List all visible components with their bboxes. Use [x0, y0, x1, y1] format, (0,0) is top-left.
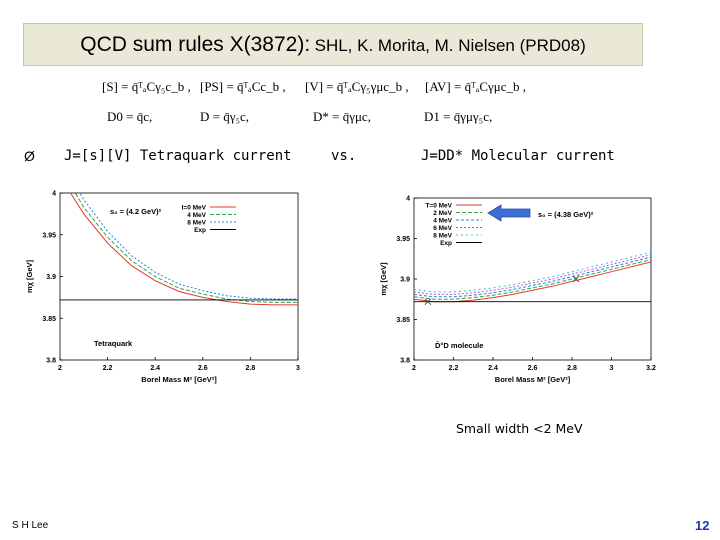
y-tick-label: 4	[52, 191, 56, 198]
x-tick-label: 2.8	[567, 365, 577, 372]
slide-title: QCD sum rules X(3872): SHL, K. Morita, M…	[24, 33, 642, 57]
series-group	[414, 251, 651, 303]
title-citation: SHL, K. Morita, M. Nielsen (PRD08)	[314, 36, 586, 55]
formula-av: [AV] = q̄ᵀₐCγμc_b ,	[425, 79, 527, 94]
legend-label: 2 MeV	[433, 210, 452, 217]
y-tick-label: 3.8	[400, 358, 410, 365]
series-line-0	[69, 193, 298, 306]
legend-label: 4 MeV	[433, 218, 452, 225]
series-group	[60, 193, 298, 306]
author-footer: S H Lee	[12, 520, 49, 531]
formula-d: D = q̄γ₅c,	[200, 109, 250, 124]
y-tick-label: 3.95	[396, 236, 410, 243]
plot-frame	[59, 192, 299, 361]
legend-label: 8 MeV	[433, 233, 452, 240]
molecule-mass-chart: 2 2.2 2.4 2.6 2.8 3 3.2 3.8 3.85 3.9 3.95 4 Borel Ma…	[379, 196, 656, 385]
width-note: Small width <2 MeV	[456, 421, 583, 436]
series-line-3	[414, 254, 651, 295]
formula-d0: D0 = q̄c,	[107, 109, 153, 124]
x-tick-label: 2.2	[449, 365, 459, 372]
x-tick-label: 2.4	[150, 365, 160, 372]
series-line-1	[74, 193, 298, 303]
formula-ps: [PS] = q̄ᵀₐCc_b ,	[200, 79, 286, 94]
series-line-4	[414, 251, 651, 293]
formula-d1: D1 = q̄γμγ₅c,	[424, 109, 493, 124]
series-line-2	[414, 256, 651, 298]
x-tick-label: 2.6	[528, 365, 538, 372]
formula-s: [S] = q̄ᵀₐCγ₅c_b ,	[102, 79, 191, 94]
x-tick-label: 3.2	[646, 365, 656, 372]
title-banner: QCD sum rules X(3872): SHL, K. Morita, M…	[23, 23, 643, 66]
x-tick-label: 2.6	[198, 365, 208, 372]
curve-type-label: D̄°D molecule	[435, 341, 483, 350]
y-tick-label: 3.85	[396, 317, 410, 324]
y-tick-label: 4	[406, 196, 410, 203]
sum-rule-threshold: s₀ = (4.2 GeV)²	[110, 207, 162, 216]
y-axis-label: mχ [GeV]	[25, 259, 34, 293]
x-tick-label: 2.2	[103, 365, 113, 372]
y-axis-label: mχ [GeV]	[379, 262, 388, 296]
y-tick-label: 3.8	[46, 358, 56, 365]
y-tick-label: 3.9	[400, 277, 410, 284]
curve-type-label: Tetraquark	[94, 339, 133, 348]
x-tick-label: 2	[58, 365, 62, 372]
sum-rule-threshold: s₀ = (4.38 GeV)²	[538, 210, 594, 219]
x-tick-label: 3	[610, 365, 614, 372]
x-tick-label: 2	[412, 365, 416, 372]
versus-label: vs.	[331, 148, 357, 164]
molecular-current-label: J=DD* Molecular current	[421, 148, 615, 164]
y-tick-label: 3.85	[42, 316, 56, 323]
x-tick-label: 2.4	[488, 365, 498, 372]
series-line-1	[414, 259, 651, 300]
x-axis-label: Borel Mass M² [GeV²]	[141, 375, 217, 384]
legend-label: 4 MeV	[187, 212, 206, 219]
x-tick-label: 3	[296, 365, 300, 372]
left-arrow-icon	[487, 204, 531, 222]
cross-marker	[572, 275, 580, 283]
legend-label: 6 MeV	[433, 225, 452, 232]
series-line-2	[79, 193, 298, 300]
tetraquark-current-label: J=[s][V] Tetraquark current	[64, 148, 292, 164]
formula-v: [V] = q̄ᵀₐCγ₅γμc_b ,	[305, 79, 409, 94]
page-number: 12	[695, 518, 710, 533]
y-tick-label: 3.95	[42, 232, 56, 239]
legend-label: Exp	[194, 227, 206, 234]
legend-label: I=0 MeV	[182, 205, 207, 212]
title-main: QCD sum rules X(3872):	[80, 33, 311, 56]
tetraquark-mass-chart: 2 2.2 2.4 2.6 2.8 3 3.8 3.85 3.9 3.95 4 Borel Mass …	[25, 191, 300, 385]
legend-label: T=0 MeV	[425, 203, 452, 210]
legend-label: Exp	[440, 240, 452, 247]
bullet-arrow-icon: Ø	[24, 148, 35, 164]
x-tick-label: 2.8	[246, 365, 256, 372]
cross-marker	[424, 298, 432, 306]
formula-dstar: D* = q̄γμc,	[313, 109, 371, 124]
x-axis-label: Borel Mass M² [GeV²]	[495, 375, 571, 384]
legend-label: 8 MeV	[187, 220, 206, 227]
y-tick-label: 3.9	[46, 274, 56, 281]
